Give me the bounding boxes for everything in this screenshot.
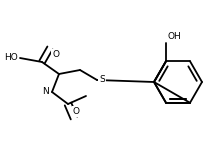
Text: N: N [42,88,49,96]
Text: OH: OH [168,32,182,41]
Text: O: O [52,50,59,59]
Text: S: S [99,75,105,84]
Text: O: O [73,107,80,116]
Text: HO: HO [4,53,18,62]
